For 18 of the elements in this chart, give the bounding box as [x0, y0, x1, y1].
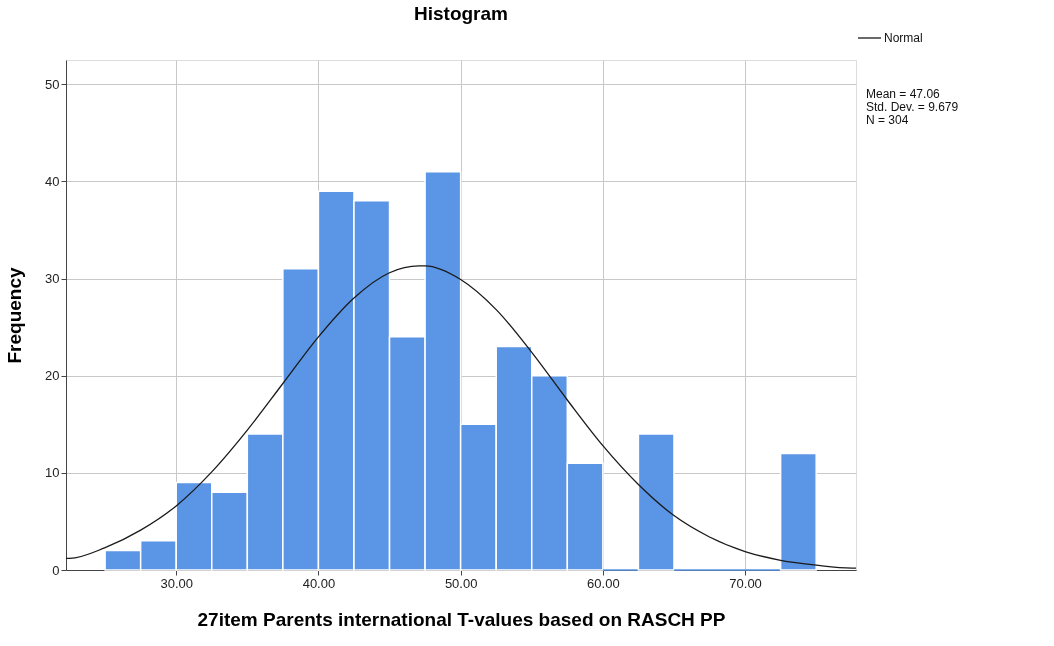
y-tick-label: 0 [52, 562, 60, 578]
text: Std. Dev. = 9.679 [866, 100, 959, 114]
y-tick-label: 50 [45, 76, 60, 92]
y-axis-title: Frequency [4, 267, 26, 364]
legend-label: Normal [884, 31, 923, 45]
y-tick-label: 40 [45, 173, 60, 189]
x-tick-label: 30.00 [160, 575, 193, 591]
y-tick-label: 20 [45, 368, 60, 384]
x-tick-label: 70.00 [729, 575, 762, 591]
y-tick-label: 10 [45, 465, 60, 481]
y-tick-label: 30 [45, 271, 60, 287]
x-tick-label: 40.00 [302, 575, 336, 591]
x-tick-label: 60.00 [587, 575, 620, 591]
x-axis-title: 27item Parents international T-values based on RASCH PP [197, 608, 726, 630]
x-tick-label: 50.00 [444, 575, 478, 591]
text: Mean = 47.06 [866, 87, 941, 101]
chart-title: Histogram [414, 3, 508, 24]
text: N = 304 [866, 113, 909, 127]
